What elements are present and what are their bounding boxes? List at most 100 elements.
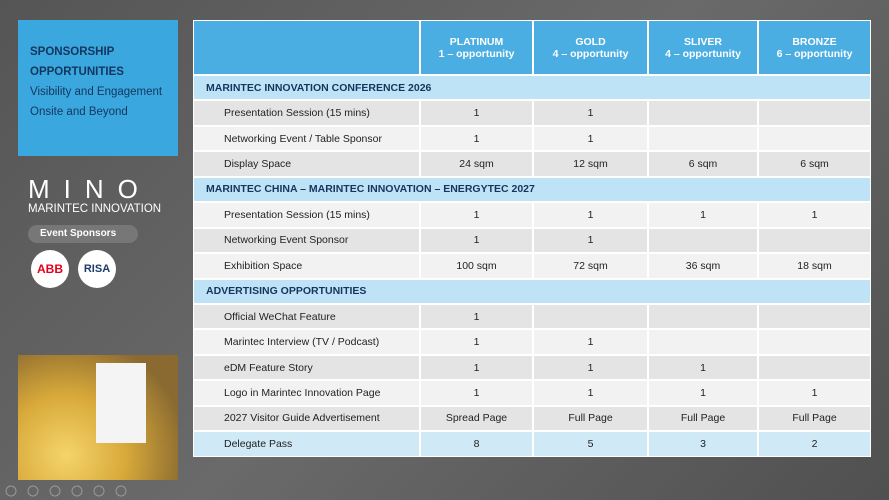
- sidebar-subtitle: Visibility and Engagement Onsite and Bey…: [30, 86, 163, 118]
- cell-value: 1: [473, 132, 480, 145]
- cell-value: 1: [700, 361, 706, 374]
- cell-value: 24 sqm: [459, 158, 494, 171]
- cell-value: 1: [587, 208, 594, 221]
- value-cell: 1: [533, 329, 648, 355]
- value-cell: 1: [758, 202, 871, 228]
- value-cell: 1: [533, 380, 648, 406]
- value-cell: [648, 100, 758, 126]
- section-row: MARINTEC CHINA – MARINTEC INNOVATION – E…: [193, 176, 871, 203]
- value-cell: 5: [533, 431, 648, 457]
- value-cell: 24 sqm: [420, 151, 533, 177]
- row-label: eDM Feature Story: [193, 354, 420, 381]
- cell-value: 1: [587, 336, 594, 349]
- value-cell: 1: [420, 125, 533, 152]
- value-cell: [758, 303, 871, 330]
- toolbar-button[interactable]: [27, 485, 39, 497]
- row-label: Official WeChat Feature: [193, 303, 420, 330]
- column-note: 6 – opportunity: [776, 47, 853, 60]
- sponsor-logo: RISA: [78, 250, 116, 288]
- cell-value: 72 sqm: [573, 259, 608, 272]
- row-label-text: Exhibition Space: [224, 259, 303, 272]
- cell-value: 1: [811, 386, 818, 399]
- header-cell: [193, 20, 420, 75]
- value-cell: 1: [420, 380, 533, 406]
- value-cell: 1: [648, 354, 758, 381]
- value-cell: 1: [533, 354, 648, 381]
- value-cell: 1: [648, 380, 758, 406]
- cell-value: 1: [587, 386, 594, 399]
- row-label: Presentation Session (15 mins): [193, 202, 420, 228]
- row-label-text: Logo in Marintec Innovation Page: [224, 386, 381, 399]
- column-note: 1 – opportunity: [438, 47, 515, 60]
- row-label: Presentation Session (15 mins): [193, 100, 420, 126]
- column-name: SLIVER: [684, 35, 722, 48]
- cell-value: 18 sqm: [797, 259, 832, 272]
- value-cell: 100 sqm: [420, 253, 533, 279]
- row-label: Display Space: [193, 151, 420, 177]
- cell-value: 1: [473, 310, 480, 323]
- toolbar-button[interactable]: [5, 485, 17, 497]
- value-cell: 1: [533, 227, 648, 254]
- value-cell: Spread Page: [420, 405, 533, 432]
- sidebar: SPONSORSHIP OPPORTUNITIES Visibility and…: [18, 20, 178, 156]
- toolbar-button[interactable]: [115, 485, 127, 497]
- cell-value: 1: [587, 107, 594, 120]
- column-name: BRONZE: [792, 35, 837, 48]
- logo-name: MINO: [28, 174, 152, 204]
- photo-sign: [96, 363, 146, 443]
- section-row: ADVERTISING OPPORTUNITIES: [193, 278, 871, 304]
- toolbar-button[interactable]: [71, 485, 83, 497]
- value-cell: 1: [533, 100, 648, 126]
- cell-value: 1: [587, 361, 594, 374]
- cell-value: 2: [811, 437, 818, 450]
- cell-value: 1: [473, 107, 480, 120]
- table: PLATINUM 1 – opportunity GOLD 4 – opportuni…: [193, 20, 871, 482]
- cell-value: Spread Page: [445, 412, 508, 425]
- value-cell: Full Page: [758, 405, 871, 432]
- value-cell: [533, 303, 648, 330]
- cell-value: 1: [700, 208, 706, 221]
- row-label-text: Presentation Session (15 mins): [224, 107, 370, 120]
- cell-value: 6 sqm: [800, 158, 829, 171]
- row-label-text: Presentation Session (15 mins): [224, 208, 370, 221]
- toolbar-button[interactable]: [49, 485, 61, 497]
- cell-value: 1: [473, 336, 480, 349]
- value-cell: 18 sqm: [758, 253, 871, 279]
- column-note: 4 – opportunity: [552, 47, 629, 60]
- value-cell: [758, 100, 871, 126]
- value-cell: 1: [420, 202, 533, 228]
- cell-value: 1: [700, 386, 706, 399]
- section-title: MARINTEC CHINA – MARINTEC INNOVATION – E…: [206, 183, 535, 196]
- sidebar-title: SPONSORSHIP OPPORTUNITIES: [30, 46, 124, 78]
- value-cell: 2: [758, 431, 871, 457]
- cell-value: 1: [473, 234, 480, 247]
- row-label-text: 2027 Visitor Guide Advertisement: [224, 412, 380, 425]
- cell-value: Full Page: [792, 412, 837, 425]
- value-cell: 1: [420, 227, 533, 254]
- cell-value: 6 sqm: [688, 158, 718, 171]
- section-row: MARINTEC INNOVATION CONFERENCE 2026: [193, 75, 871, 101]
- value-cell: 6 sqm: [648, 151, 758, 177]
- value-cell: [648, 329, 758, 355]
- cell-value: Full Page: [680, 412, 726, 425]
- row-label-text: Delegate Pass: [224, 437, 293, 450]
- cell-value: 3: [700, 437, 706, 450]
- row-label: Logo in Marintec Innovation Page: [193, 380, 420, 406]
- cell-value: 1: [811, 208, 818, 221]
- toolbar-button[interactable]: [93, 485, 105, 497]
- value-cell: 1: [420, 100, 533, 126]
- cell-value: 1: [473, 208, 480, 221]
- row-label: Networking Event / Table Sponsor: [193, 125, 420, 152]
- value-cell: [648, 227, 758, 254]
- value-cell: Full Page: [648, 405, 758, 432]
- value-cell: [648, 125, 758, 152]
- row-label-text: Official WeChat Feature: [224, 310, 336, 323]
- row-label-text: Marintec Interview (TV / Podcast): [224, 336, 380, 349]
- column-header: SLIVER 4 – opportunity: [648, 20, 758, 75]
- row-label: Marintec Interview (TV / Podcast): [193, 329, 420, 355]
- value-cell: Full Page: [533, 405, 648, 432]
- row-label: Delegate Pass: [193, 431, 420, 457]
- value-cell: 36 sqm: [648, 253, 758, 279]
- value-cell: 1: [648, 202, 758, 228]
